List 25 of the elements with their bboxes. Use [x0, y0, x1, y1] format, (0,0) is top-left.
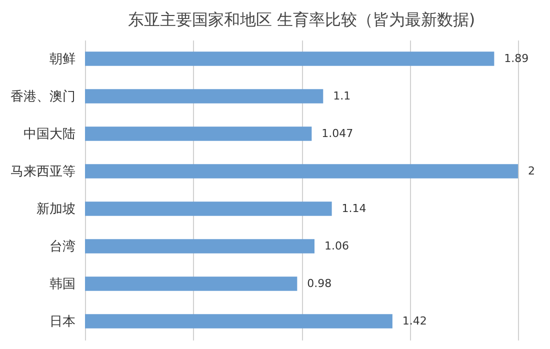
data-label: 1.047 [322, 126, 354, 140]
data-label: 0.98 [307, 276, 332, 290]
data-label: 1.06 [324, 239, 349, 252]
data-label: 1.89 [504, 52, 529, 65]
data-label: 1.42 [402, 314, 427, 328]
bar [85, 276, 298, 291]
bar [85, 89, 324, 104]
data-label: 1.1 [333, 89, 351, 102]
bar [85, 314, 392, 328]
y-tick-label: 台湾 [50, 238, 76, 254]
y-tick-label: 韩国 [50, 276, 76, 292]
bar [85, 202, 332, 216]
y-tick-label: 马来西亚等 [10, 164, 76, 180]
data-label: 2 [528, 164, 535, 178]
y-tick-label: 新加坡 [36, 202, 76, 217]
bar [85, 239, 314, 254]
y-tick-label: 日本 [50, 314, 76, 330]
bar [85, 52, 494, 66]
data-label: 1.14 [342, 202, 366, 215]
y-tick-label: 朝鲜 [50, 52, 76, 67]
bar [85, 126, 312, 141]
y-tick-label: 香港、澳门 [10, 88, 76, 104]
chart-title: 东亚主要国家和地区 生育率比较（皆为最新数据) [128, 10, 476, 29]
y-tick-label: 中国大陆 [24, 126, 76, 142]
bar [85, 164, 518, 178]
